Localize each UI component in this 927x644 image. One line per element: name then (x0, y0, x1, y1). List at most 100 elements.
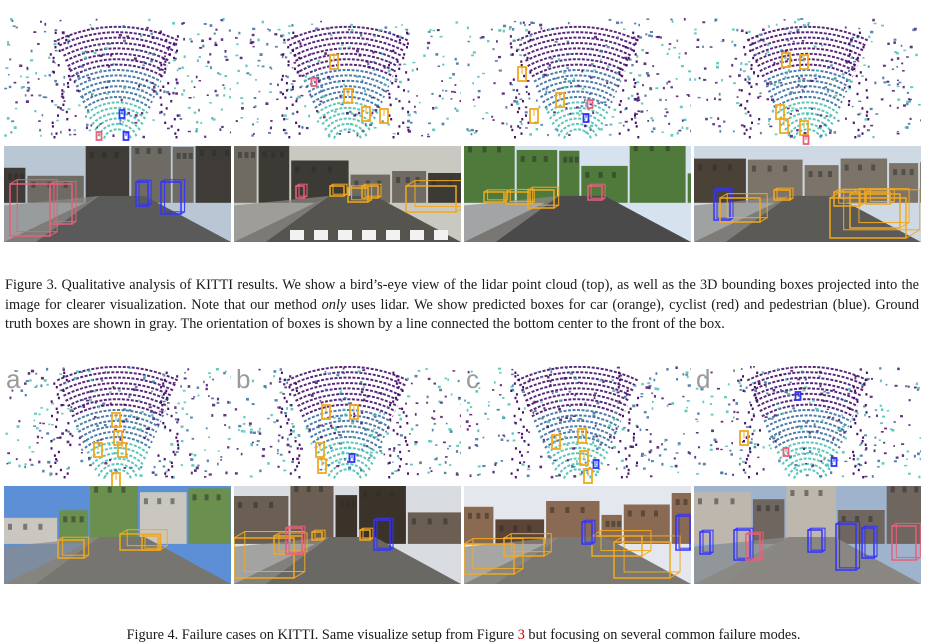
lidar-point (98, 406, 100, 409)
lidar-point (865, 118, 868, 121)
lidar-point (536, 100, 538, 102)
lidar-point (123, 87, 126, 89)
lidar-scan-ring (287, 367, 408, 381)
lidar-point (153, 86, 155, 89)
lidar-point (306, 127, 309, 129)
lidar-point (763, 41, 765, 43)
lidar-point (519, 99, 522, 101)
lidar-point (694, 78, 696, 80)
lidar-point (814, 423, 816, 426)
lidar-point (153, 90, 156, 93)
lidar-point (870, 396, 873, 398)
lidar-point (140, 466, 142, 468)
lidar-point (160, 386, 162, 388)
lidar-point (255, 105, 257, 107)
lidar-point (191, 80, 193, 82)
lidar-point (398, 125, 400, 127)
lidar-point (767, 98, 770, 100)
lidar-point (220, 128, 222, 131)
camera-window (157, 498, 161, 504)
lidar-point (142, 65, 144, 67)
lidar-point (623, 28, 625, 30)
lidar-point (48, 57, 50, 59)
lidar-point (606, 82, 608, 84)
lidar-point (785, 378, 787, 381)
camera-window (102, 152, 106, 158)
lidar-point (399, 81, 402, 84)
lidar-point (815, 78, 817, 80)
lidar-point (820, 393, 823, 396)
lidar-point (317, 437, 320, 439)
lidar-point (252, 123, 254, 125)
lidar-point (26, 380, 29, 382)
lidar-point (677, 132, 679, 135)
lidar-point (64, 476, 66, 478)
lidar-point (636, 404, 638, 406)
lidar-point (174, 132, 176, 134)
lidar-point (751, 122, 753, 124)
lidar-point (897, 368, 900, 371)
lidar-point (398, 444, 401, 446)
camera-window (64, 182, 68, 188)
lidar-point (558, 430, 561, 432)
lidar-point (226, 59, 229, 61)
camera-window (790, 490, 794, 496)
lidar-point (55, 458, 57, 460)
lidar-point (820, 114, 823, 116)
lidar-point (429, 467, 431, 469)
lidar-point (153, 412, 156, 414)
lidar-point (857, 93, 859, 95)
lidar-point (530, 39, 532, 41)
lidar-point (757, 123, 759, 124)
lidar-point (284, 379, 286, 381)
lidar-point (815, 74, 817, 76)
lidar-point (774, 105, 776, 108)
lidar-point (634, 86, 636, 88)
lidar-point (803, 390, 806, 391)
lidar-point (416, 402, 419, 404)
lidar-point (564, 60, 566, 62)
lidar-point (289, 386, 291, 388)
lidar-point (528, 93, 530, 95)
lidar-point (633, 78, 635, 80)
lidar-point (298, 462, 300, 464)
lidar-point (31, 370, 34, 373)
lidar-point (865, 444, 867, 446)
lidar-point (449, 464, 451, 466)
lidar-point (600, 59, 602, 61)
lidar-point (654, 379, 656, 382)
lidar-point (553, 111, 556, 113)
lidar-point (646, 18, 649, 20)
lidar-point (55, 29, 58, 30)
lidar-point (527, 451, 529, 453)
lidar-point (302, 126, 304, 129)
lidar-point (308, 115, 310, 118)
lidar-point (162, 395, 164, 397)
lidar-point (146, 428, 148, 430)
camera-window (527, 525, 531, 531)
lidar-point (636, 60, 638, 62)
lidar-point (710, 403, 712, 405)
lidar-point (508, 403, 511, 405)
lidar-point (17, 425, 20, 428)
camera-window (914, 487, 918, 493)
lidar-point (160, 104, 162, 106)
lidar-point (77, 428, 79, 430)
lidar-point (426, 368, 428, 370)
lidar-point (399, 100, 401, 102)
lidar-point (698, 463, 700, 465)
lidar-point (848, 100, 850, 102)
lidar-scan-ring (543, 92, 613, 103)
lidar-point (649, 387, 651, 390)
lidar-point (798, 79, 801, 82)
lidar-point (625, 121, 628, 123)
lidar-point (82, 97, 84, 99)
lidar-point (803, 448, 805, 450)
lidar-point (809, 402, 811, 404)
lidar-point (250, 42, 253, 45)
lidar-point (718, 125, 721, 127)
lidar-point (666, 111, 669, 113)
figure-reference-link[interactable]: 3 (518, 627, 525, 643)
lidar-point (36, 385, 38, 388)
lidar-point (521, 454, 523, 456)
